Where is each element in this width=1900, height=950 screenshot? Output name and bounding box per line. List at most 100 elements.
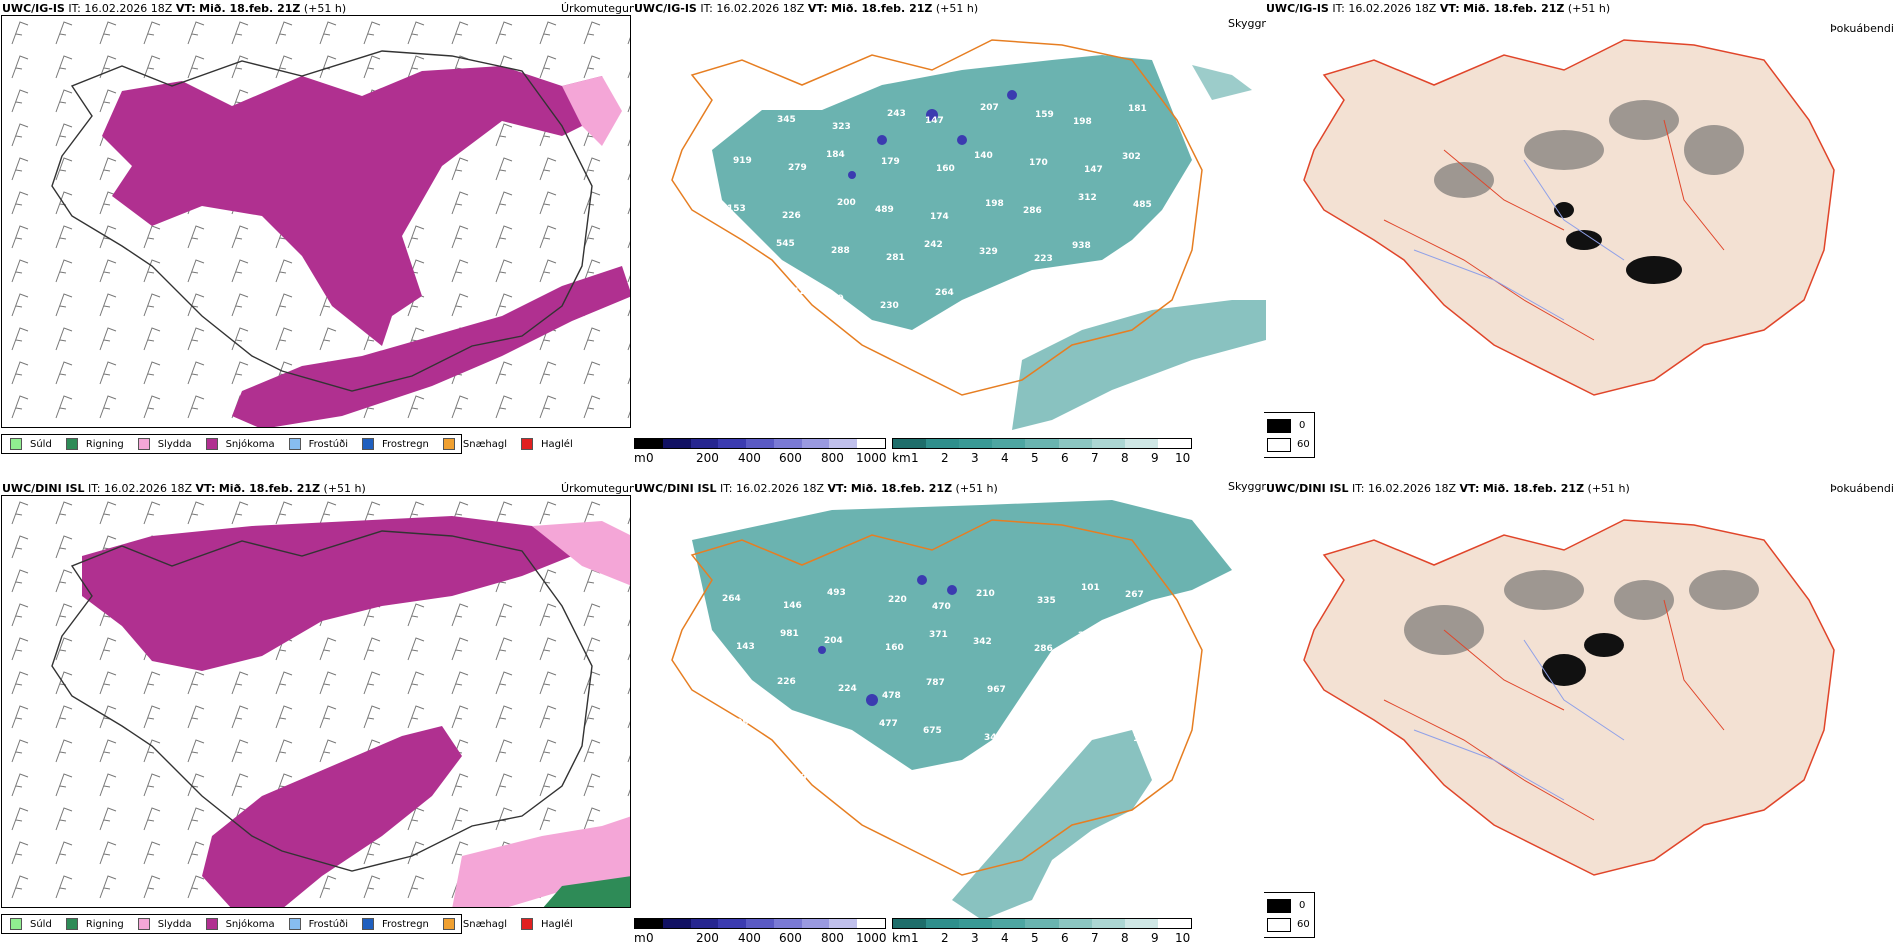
- visibility-value-label: 286: [1034, 644, 1053, 654]
- legend-swatch: [442, 438, 455, 450]
- visibility-value-label: 251: [774, 725, 793, 735]
- visibility-value-label: 402: [722, 108, 741, 118]
- visibility-value-label: 346: [984, 733, 1003, 743]
- visibility-area: [1192, 65, 1252, 100]
- panel-title: Þokuábendi: [1830, 22, 1894, 35]
- snow-area: [232, 266, 630, 427]
- visibility-value-label: 309: [1072, 727, 1091, 737]
- panel-header: UWC/DINI ISL IT: 16.02.2026 18Z VT: Mið.…: [2, 482, 366, 495]
- visibility-value-label: 288: [831, 246, 850, 256]
- visibility-colorbar: km 1 2 3 4 5 6 7 8 9 10: [892, 918, 1192, 945]
- visibility-area: [1012, 300, 1266, 430]
- visibility-value-label: 267: [1125, 590, 1144, 600]
- visibility-value-label: 286: [1023, 206, 1042, 216]
- visibility-value-label: 112: [787, 287, 806, 297]
- coastline: [51, 50, 593, 392]
- visibility-value-label: 919: [733, 156, 752, 166]
- visibility-value-label: 198: [985, 199, 1004, 209]
- panel-header: UWC/DINI ISL IT: 16.02.2026 18Z VT: Mið.…: [634, 482, 998, 495]
- visibility-value-label: 263: [1075, 679, 1094, 689]
- visibility-colorbar: km 1 2 3 4 5 6 7 8 9 10: [892, 438, 1192, 465]
- land: [1303, 39, 1835, 396]
- fog-legend: 0 60: [1264, 892, 1315, 938]
- land: [1303, 519, 1835, 876]
- fog-legend: 0 60: [1264, 412, 1315, 458]
- visibility-value-label: 329: [979, 247, 998, 257]
- legend-item: Snjókoma: [205, 438, 275, 450]
- visibility-value-label: 140: [974, 151, 993, 161]
- panel-title: Skyggni: [1228, 480, 1266, 493]
- legend-item: Frostúði: [288, 918, 348, 930]
- visibility-value-label: 868: [1028, 302, 1047, 312]
- visibility-value-label: 220: [888, 595, 907, 605]
- panel-header: UWC/IG-IS IT: 16.02.2026 18Z VT: Mið. 18…: [2, 2, 347, 15]
- visibility-panel-row1: UWC/IG-IS IT: 16.02.2026 18Z VT: Mið. 18…: [632, 0, 1266, 470]
- visibility-value-label: 389: [825, 294, 844, 304]
- visibility-value-label: 247: [1127, 248, 1146, 258]
- legend-item: Súld: [10, 438, 52, 450]
- precip-panel-row2: UWC/DINI ISL IT: 16.02.2026 18Z VT: Mið.…: [0, 480, 634, 950]
- visibility-value-label: 164: [1133, 734, 1152, 744]
- visibility-value-label: 895: [835, 732, 854, 742]
- visibility-value-label: 478: [882, 691, 901, 701]
- visibility-value-label: 226: [782, 211, 801, 221]
- visibility-value-label: 545: [776, 239, 795, 249]
- panel-header: UWC/IG-IS IT: 16.02.2026 18Z VT: Mið. 18…: [634, 2, 979, 15]
- visibility-value-label: 345: [777, 115, 796, 125]
- legend-swatch: [362, 918, 374, 930]
- visibility-value-label: 399: [730, 718, 749, 728]
- visibility-value-label: 223: [1028, 720, 1047, 730]
- visibility-value-label: 223: [1034, 254, 1053, 264]
- visibility-area: [692, 500, 1232, 770]
- visibility-value-label: 323: [832, 122, 851, 132]
- visibility-value-label: 184: [826, 150, 845, 160]
- visibility-value-label: 174: [930, 212, 949, 222]
- legend-swatch: [362, 438, 374, 450]
- coastline: [671, 519, 1203, 876]
- visibility-value-label: 226: [777, 677, 796, 687]
- legend-swatch: [205, 438, 218, 450]
- visibility-value-label: 489: [875, 205, 894, 215]
- visibility-value-label: 981: [780, 629, 799, 639]
- visibility-value-label: 335: [1037, 596, 1056, 606]
- visibility-value-label: 204: [824, 636, 843, 646]
- precip-legend: Súld Rigning Slydda Snjókoma Frostúði Fr…: [1, 434, 573, 454]
- visibility-panel-row2: UWC/DINI ISL IT: 16.02.2026 18Z VT: Mið.…: [632, 480, 1266, 950]
- legend-swatch: [288, 438, 301, 450]
- visibility-value-label: 143: [736, 642, 755, 652]
- visibility-value-label: 279: [788, 163, 807, 173]
- legend-swatch: [521, 918, 534, 930]
- visibility-value-label: 244: [1078, 631, 1097, 641]
- legend-swatch: [521, 438, 534, 450]
- legend-item: Frostúði: [288, 438, 348, 450]
- legend-swatch: [205, 918, 218, 930]
- visibility-value-label: 241: [738, 252, 757, 262]
- visibility-value-label: 967: [987, 685, 1006, 695]
- visibility-value-label: 179: [881, 157, 900, 167]
- visibility-value-label: 224: [838, 684, 857, 694]
- legend-item: Slydda: [137, 438, 192, 450]
- visibility-value-label: 170: [1029, 158, 1048, 168]
- legend-item: Frostregn: [362, 918, 429, 930]
- fog-panel-row1: UWC/IG-IS IT: 16.02.2026 18Z VT: Mið. 18…: [1264, 0, 1900, 470]
- sleet-area: [562, 76, 622, 146]
- visibility-value-label: 256: [1136, 686, 1155, 696]
- legend-item: Rigning: [65, 918, 124, 930]
- legend-swatch: [65, 438, 78, 450]
- visibility-value-label: 153: [727, 204, 746, 214]
- visibility-value-label: 409: [788, 773, 807, 783]
- legend-item: Frostregn: [362, 438, 429, 450]
- visibility-area: [952, 730, 1152, 920]
- legend-swatch: [65, 918, 78, 930]
- visibility-value-label: 302: [1122, 152, 1141, 162]
- visibility-value-label: 159: [1035, 110, 1054, 120]
- panel-header: UWC/DINI ISL IT: 16.02.2026 18Z VT: Mið.…: [1266, 482, 1630, 495]
- fog-panel-row2: UWC/DINI ISL IT: 16.02.2026 18Z VT: Mið.…: [1264, 480, 1900, 950]
- fog-map: [1303, 39, 1835, 396]
- visibility-value-label: 1684: [1138, 296, 1163, 306]
- visibility-value-label: 147: [1084, 165, 1103, 175]
- panel-title: Þokuábendi: [1830, 482, 1894, 495]
- legend-swatch: [442, 918, 455, 930]
- legend-swatch: [288, 918, 301, 930]
- visibility-area: [712, 55, 1192, 330]
